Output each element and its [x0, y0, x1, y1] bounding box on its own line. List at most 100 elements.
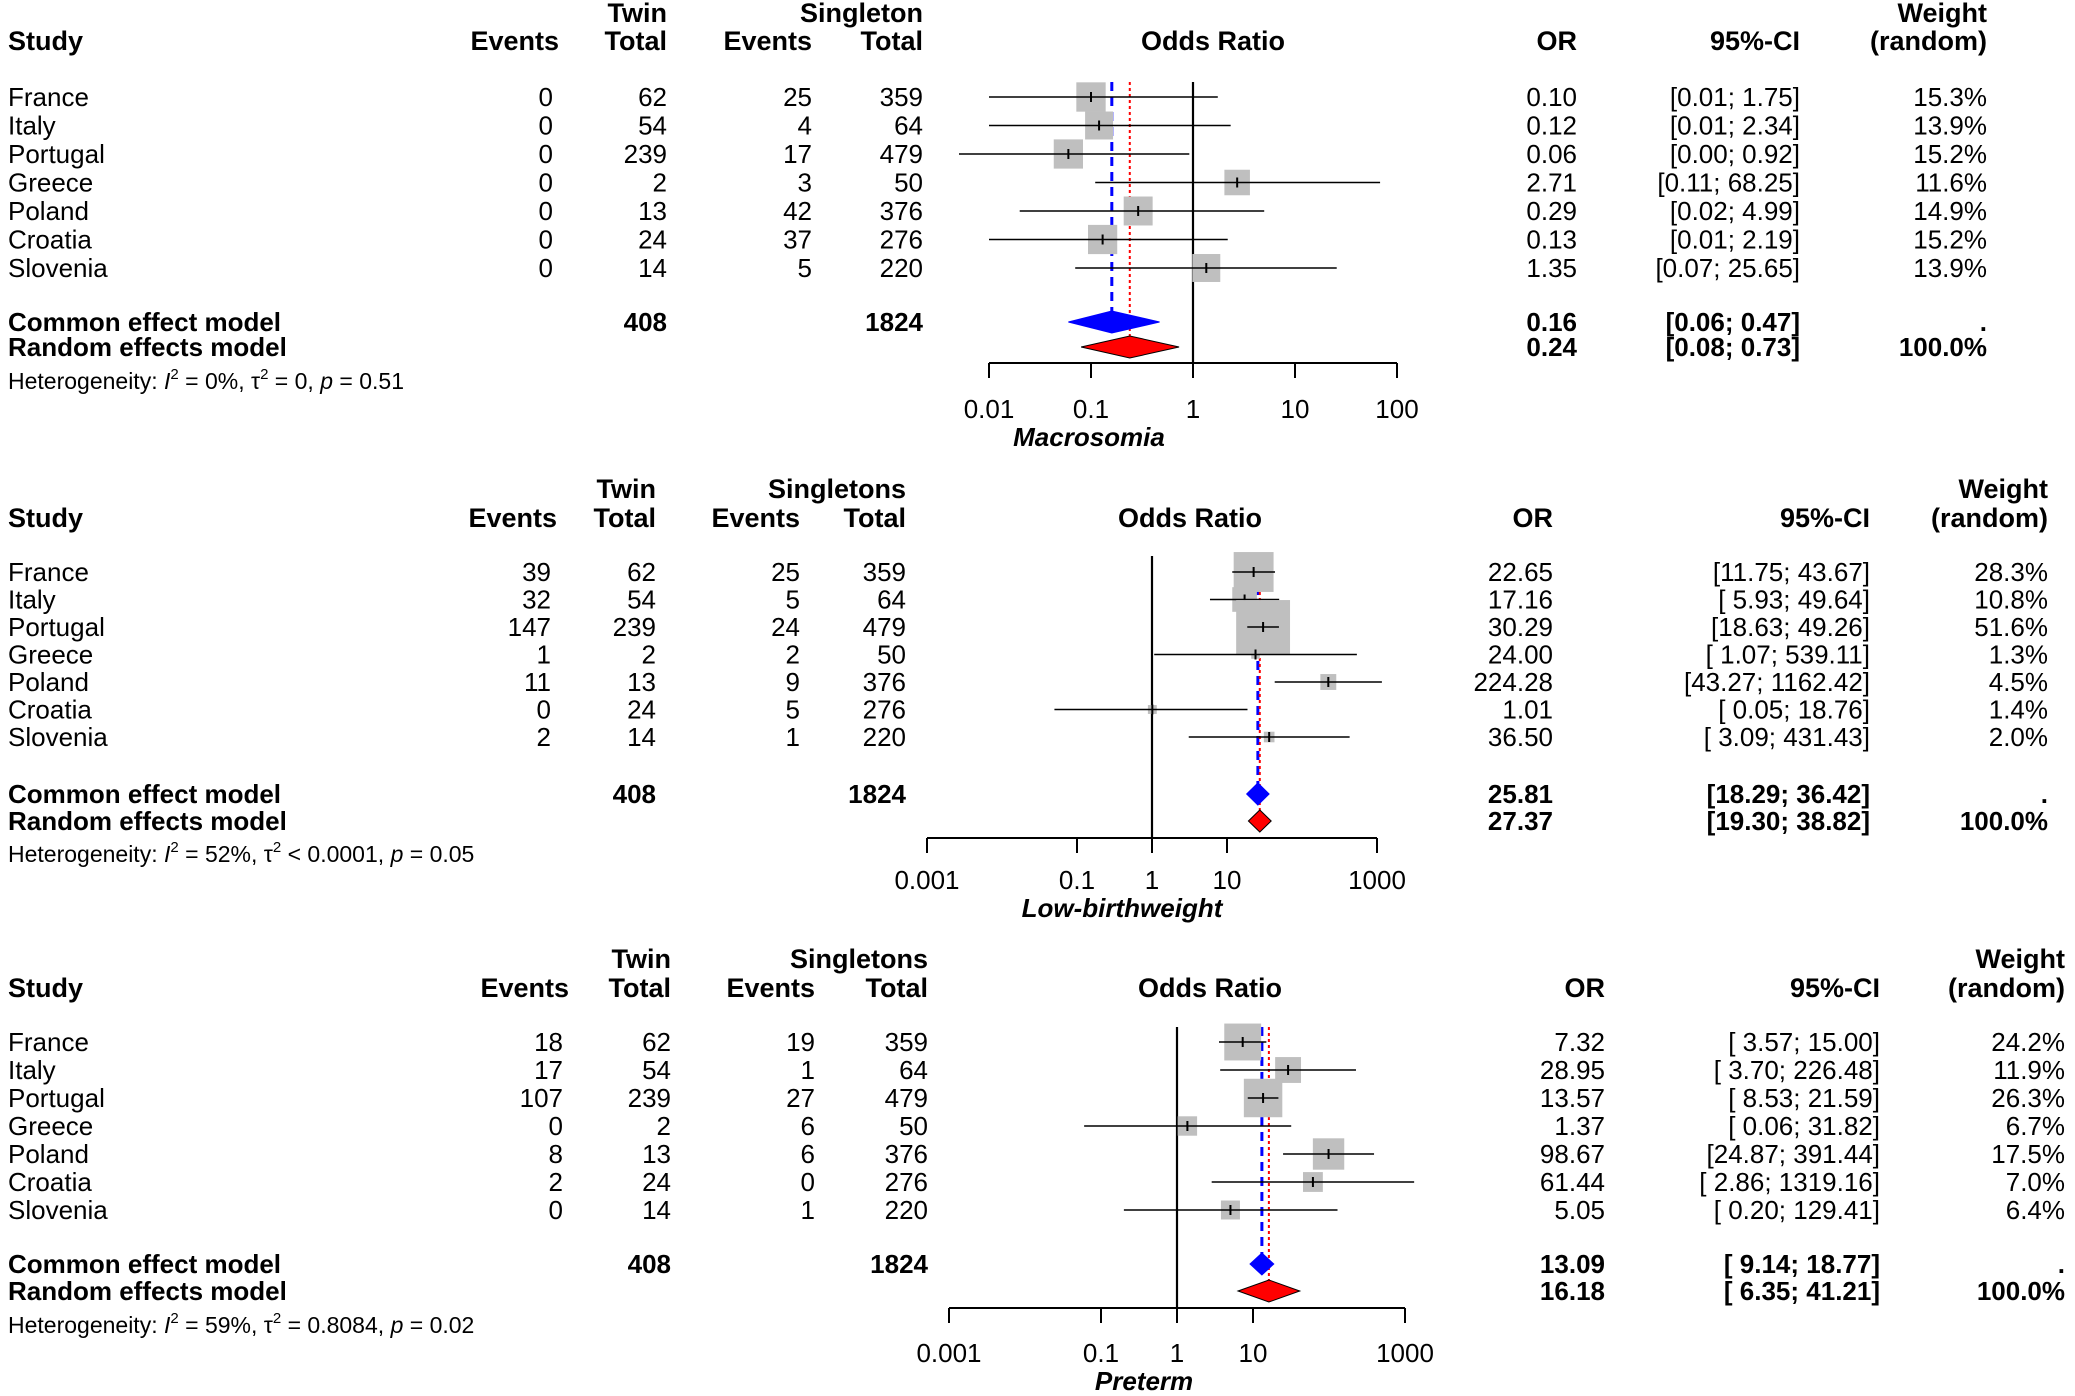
singleton-events: 1	[801, 1055, 815, 1085]
singleton-events: 5	[786, 585, 800, 615]
singleton-total: 50	[877, 640, 906, 670]
header-ci: 95%-CI	[1790, 973, 1880, 1003]
study-row: Slovenia 0 14 5 220 1.35 [0.07; 25.65] 13.9%	[8, 253, 1987, 283]
common-effect-row: Common effect model 408 1824 13.09 [ 9.14; 1…	[8, 1249, 2065, 1279]
study-row: Greece 0 2 3 50 2.71 [0.11; 68.25] 11.6%	[8, 168, 1987, 198]
header-group1: Twin	[597, 474, 656, 504]
twin-total: 24	[642, 1167, 671, 1197]
study-weight: 15.2%	[1913, 139, 1987, 169]
study-weight: 7.0%	[2006, 1167, 2065, 1197]
study-weight: 2.0%	[1989, 722, 2048, 752]
common-effect-label: Common effect model	[8, 307, 281, 337]
header-events-group2: Events	[726, 973, 815, 1003]
odds-ratio-value: 1.37	[1554, 1111, 1605, 1141]
odds-ratio-value: 0.29	[1526, 196, 1577, 226]
twin-total-sum: 408	[613, 779, 656, 809]
study-row: Italy 0 54 4 64 0.12 [0.01; 2.34] 13.9%	[8, 111, 1987, 141]
random-effects-weight: 100.0%	[1977, 1276, 2065, 1306]
random-effects-ci: [ 6.35; 41.21]	[1724, 1276, 1880, 1306]
singleton-total: 50	[899, 1111, 928, 1141]
twin-total-sum: 408	[628, 1249, 671, 1279]
study-name: Slovenia	[8, 1195, 108, 1225]
study-weight: 6.4%	[2006, 1195, 2065, 1225]
header-group2: Singletons	[768, 474, 906, 504]
singleton-total: 376	[885, 1139, 928, 1169]
twin-total: 62	[638, 82, 667, 112]
twin-events: 0	[539, 82, 553, 112]
x-axis-label: Preterm	[1095, 1366, 1193, 1396]
singleton-events: 25	[771, 557, 800, 587]
study-name: Croatia	[8, 1167, 92, 1197]
confidence-interval: [ 3.57; 15.00]	[1728, 1027, 1880, 1057]
twin-events: 18	[534, 1027, 563, 1057]
confidence-interval: [ 3.70; 226.48]	[1714, 1055, 1880, 1085]
study-weight: 15.3%	[1913, 82, 1987, 112]
random-effects-label: Random effects model	[8, 1276, 287, 1306]
twin-total: 62	[627, 557, 656, 587]
twin-total: 54	[627, 585, 656, 615]
twin-events: 147	[508, 612, 551, 642]
singleton-events: 24	[771, 612, 800, 642]
header-events-group2: Events	[723, 26, 812, 56]
study-row: Croatia 2 24 0 276 61.44 [ 2.86; 1319.16] 7.0%	[8, 1167, 2065, 1197]
singleton-total: 64	[899, 1055, 928, 1085]
singleton-events: 27	[786, 1083, 815, 1113]
x-axis-label: Low-birthweight	[1022, 893, 1224, 923]
singleton-total: 64	[877, 585, 906, 615]
x-tick-label: 0.01	[964, 394, 1015, 424]
header-group1: Twin	[612, 944, 671, 974]
singleton-events: 17	[783, 139, 812, 169]
random-effects-diamond	[1236, 1279, 1302, 1303]
header-study: Study	[8, 26, 83, 56]
common-effect-label: Common effect model	[8, 779, 281, 809]
singleton-total: 479	[885, 1083, 928, 1113]
odds-ratio-value: 36.50	[1488, 722, 1553, 752]
odds-ratio-value: 30.29	[1488, 612, 1553, 642]
twin-total: 14	[627, 722, 656, 752]
header-total-group1: Total	[594, 503, 657, 533]
odds-ratio-value: 1.01	[1502, 695, 1553, 725]
study-name: Italy	[8, 585, 56, 615]
header-total-group2: Total	[866, 973, 929, 1003]
odds-ratio-value: 1.35	[1526, 253, 1577, 283]
twin-events: 8	[549, 1139, 563, 1169]
twin-events: 39	[522, 557, 551, 587]
heterogeneity-text: Heterogeneity: I2 = 52%, τ2 < 0.0001, p …	[8, 839, 474, 867]
confidence-interval: [ 0.05; 18.76]	[1718, 695, 1870, 725]
singleton-total: 479	[880, 139, 923, 169]
study-weight: 51.6%	[1974, 612, 2048, 642]
twin-total: 14	[638, 253, 667, 283]
confidence-interval: [0.01; 2.19]	[1670, 225, 1800, 255]
study-name: Poland	[8, 667, 89, 697]
twin-total: 62	[642, 1027, 671, 1057]
study-row: Croatia 0 24 37 276 0.13 [0.01; 2.19] 15.2%	[8, 225, 1987, 255]
random-effects-weight: 100.0%	[1960, 806, 2048, 836]
singleton-events: 4	[798, 111, 812, 141]
study-name: France	[8, 82, 89, 112]
study-name: Croatia	[8, 695, 92, 725]
study-row: France 18 62 19 359 7.32 [ 3.57; 15.00] 24.2%	[8, 1023, 2065, 1061]
random-effects-row: Random effects model 0.24 [0.08; 0.73] 100.…	[8, 332, 1987, 362]
study-name: Slovenia	[8, 253, 108, 283]
study-weight: 14.9%	[1913, 196, 1987, 226]
confidence-interval: [ 3.09; 431.43]	[1704, 722, 1870, 752]
twin-total: 2	[657, 1111, 671, 1141]
study-name: Portugal	[8, 139, 105, 169]
study-name: Croatia	[8, 225, 92, 255]
singleton-total: 220	[880, 253, 923, 283]
study-row: Poland 8 13 6 376 98.67 [24.87; 391.44] 17.5%	[8, 1138, 2065, 1170]
twin-events: 2	[549, 1167, 563, 1197]
odds-ratio-value: 28.95	[1540, 1055, 1605, 1085]
twin-events: 0	[539, 196, 553, 226]
confidence-interval: [0.01; 2.34]	[1670, 111, 1800, 141]
singleton-events: 37	[783, 225, 812, 255]
study-row: Portugal 0 239 17 479 0.06 [0.00; 0.92] 15.2%	[8, 139, 1987, 169]
odds-ratio-value: 7.32	[1554, 1027, 1605, 1057]
common-effect-or: 25.81	[1488, 779, 1553, 809]
random-effects-diamond	[1081, 335, 1180, 359]
odds-ratio-value: 0.12	[1526, 111, 1577, 141]
study-name: France	[8, 557, 89, 587]
study-row: Greece 0 2 6 50 1.37 [ 0.06; 31.82] 6.7%	[8, 1111, 2065, 1141]
singleton-events: 42	[783, 196, 812, 226]
